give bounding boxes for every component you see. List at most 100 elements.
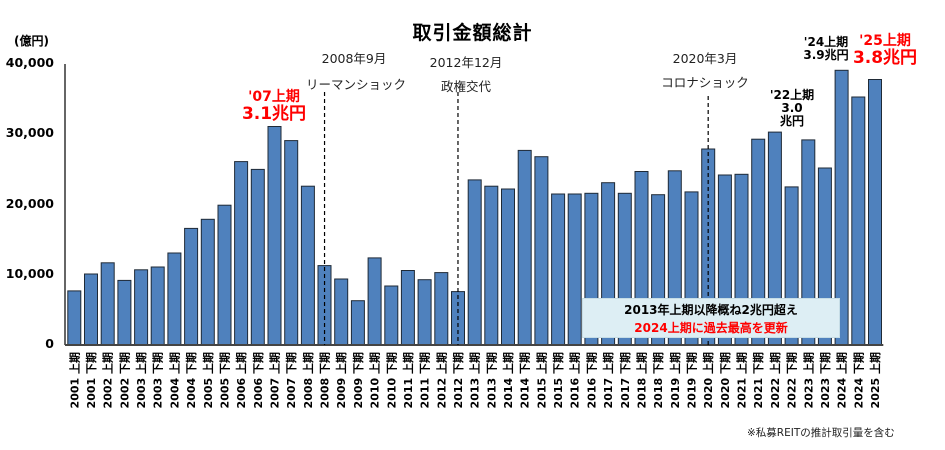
annotation-2007-period: '07上期 bbox=[248, 89, 300, 105]
event-date-lehman: 2008年9月 bbox=[321, 51, 387, 66]
x-tick-label: 2008 上期 bbox=[301, 352, 315, 408]
event-label-lehman: リーマンショック bbox=[305, 77, 407, 92]
bar bbox=[868, 79, 882, 346]
x-tick-label: 2007 下期 bbox=[284, 352, 298, 408]
x-tick-label: 2022 下期 bbox=[785, 352, 799, 408]
callout-line-1: 2013年上期以降概ね2兆円超え bbox=[624, 303, 798, 317]
x-tick-label: 2009 上期 bbox=[334, 352, 348, 408]
x-tick-label: 2012 上期 bbox=[434, 352, 448, 408]
x-tick-label: 2009 下期 bbox=[351, 352, 365, 408]
bar bbox=[517, 149, 532, 346]
x-tick-label: 2003 上期 bbox=[134, 352, 148, 408]
x-tick-label: 2013 下期 bbox=[484, 352, 498, 408]
x-tick-label: 2014 上期 bbox=[501, 352, 515, 408]
annotation-2025: '25上期 3.8兆円 bbox=[853, 33, 917, 68]
footnote: ※私募REITの推計取引量を含む bbox=[747, 427, 895, 439]
x-tick-label: 2011 下期 bbox=[418, 352, 432, 408]
chart-title: 取引金額総計 bbox=[412, 22, 533, 44]
callout-line-2: 2024上期に過去最高を更新 bbox=[634, 321, 788, 335]
x-tick-label: 2015 下期 bbox=[551, 352, 565, 408]
bar bbox=[217, 204, 232, 346]
x-tick-label: 2021 上期 bbox=[735, 352, 749, 408]
x-tick-label: 2001 上期 bbox=[67, 352, 81, 408]
bar bbox=[84, 273, 98, 346]
bar bbox=[167, 252, 182, 346]
x-tick-label: 2016 上期 bbox=[568, 352, 582, 408]
bar bbox=[367, 257, 382, 346]
bar bbox=[417, 279, 432, 346]
bar bbox=[534, 156, 549, 346]
x-tick-label: 2001 下期 bbox=[84, 352, 98, 408]
annotation-2022-unit: 兆円 bbox=[779, 114, 804, 129]
y-tick-label: 10,000 bbox=[5, 265, 54, 281]
x-tick-label: 2004 下期 bbox=[184, 352, 198, 408]
y-tick-label: 20,000 bbox=[5, 195, 54, 211]
x-tick-label: 2020 上期 bbox=[701, 352, 715, 408]
event-label-corona: コロナショック bbox=[661, 75, 749, 90]
y-tick-label: 30,000 bbox=[5, 125, 54, 141]
x-tick-label: 2005 上期 bbox=[201, 352, 215, 408]
annotation-2022: '22上期 3.0 兆円 bbox=[769, 88, 815, 129]
x-tick-label: 2017 上期 bbox=[601, 352, 615, 408]
annotation-2024-value: 3.9兆円 bbox=[803, 48, 849, 63]
bar bbox=[334, 278, 349, 346]
annotation-2024-period: '24上期 bbox=[803, 35, 849, 49]
x-tick-label: 2018 上期 bbox=[634, 352, 648, 408]
annotation-2007-peak: '07上期 3.1兆円 bbox=[241, 89, 307, 125]
event-date-regime-change: 2012年12月 bbox=[429, 55, 503, 70]
bar bbox=[400, 270, 415, 346]
bar bbox=[117, 279, 132, 346]
bar bbox=[234, 161, 249, 346]
bar bbox=[851, 96, 866, 346]
bar bbox=[484, 185, 499, 346]
bar bbox=[384, 285, 399, 346]
bar bbox=[350, 300, 365, 346]
bar bbox=[434, 272, 449, 346]
annotation-2022-value: 3.0 bbox=[781, 101, 803, 116]
x-tick-label: 2014 下期 bbox=[518, 352, 532, 408]
bar bbox=[467, 179, 482, 346]
event-label-regime-change: 政権交代 bbox=[440, 79, 492, 94]
x-tick-label: 2019 下期 bbox=[685, 352, 699, 408]
bar bbox=[300, 185, 315, 346]
bar bbox=[501, 188, 515, 346]
y-tick-label: 0 bbox=[45, 336, 54, 351]
y-tick-label: 40,000 bbox=[5, 55, 54, 70]
x-tick-label: 2012 下期 bbox=[451, 352, 465, 408]
x-tick-label: 2007 上期 bbox=[268, 352, 282, 408]
bar bbox=[250, 168, 265, 346]
x-tick-label: 2015 上期 bbox=[534, 352, 548, 408]
annotation-2024: '24上期 3.9兆円 bbox=[803, 35, 849, 63]
annotation-2025-period: '25上期 bbox=[859, 33, 911, 49]
x-tick-label: 2010 下期 bbox=[384, 352, 398, 408]
x-tick-label: 2005 下期 bbox=[217, 352, 231, 408]
x-tick-label: 2013 上期 bbox=[468, 352, 482, 408]
bar bbox=[100, 262, 115, 346]
x-tick-label: 2017 下期 bbox=[618, 352, 632, 408]
bar bbox=[567, 193, 582, 346]
x-tick-label: 2006 下期 bbox=[251, 352, 265, 408]
x-tick-label: 2011 上期 bbox=[401, 352, 415, 408]
x-tick-label: 2021 下期 bbox=[751, 352, 765, 408]
annotation-2007-value: 3.1兆円 bbox=[241, 104, 307, 125]
bar bbox=[267, 126, 282, 346]
event-date-corona: 2020年3月 bbox=[672, 51, 738, 66]
x-tick-label: 2010 上期 bbox=[368, 352, 382, 408]
y-axis-unit-label: (億円) bbox=[14, 34, 49, 48]
bar bbox=[551, 193, 566, 346]
x-tick-label: 2023 上期 bbox=[801, 352, 815, 408]
x-tick-label: 2019 上期 bbox=[668, 352, 682, 408]
x-tick-label: 2003 下期 bbox=[151, 352, 165, 408]
bar bbox=[284, 140, 299, 346]
x-tick-label: 2002 下期 bbox=[117, 352, 131, 408]
annotation-2022-period: '22上期 bbox=[769, 88, 815, 102]
x-tick-label: 2002 上期 bbox=[101, 352, 115, 408]
x-tick-label: 2023 下期 bbox=[818, 352, 832, 408]
bar bbox=[67, 290, 82, 346]
x-tick-label: 2024 下期 bbox=[851, 352, 865, 408]
x-tick-label: 2006 上期 bbox=[234, 352, 248, 408]
bar bbox=[150, 266, 165, 346]
x-tick-label: 2008 下期 bbox=[318, 352, 332, 408]
